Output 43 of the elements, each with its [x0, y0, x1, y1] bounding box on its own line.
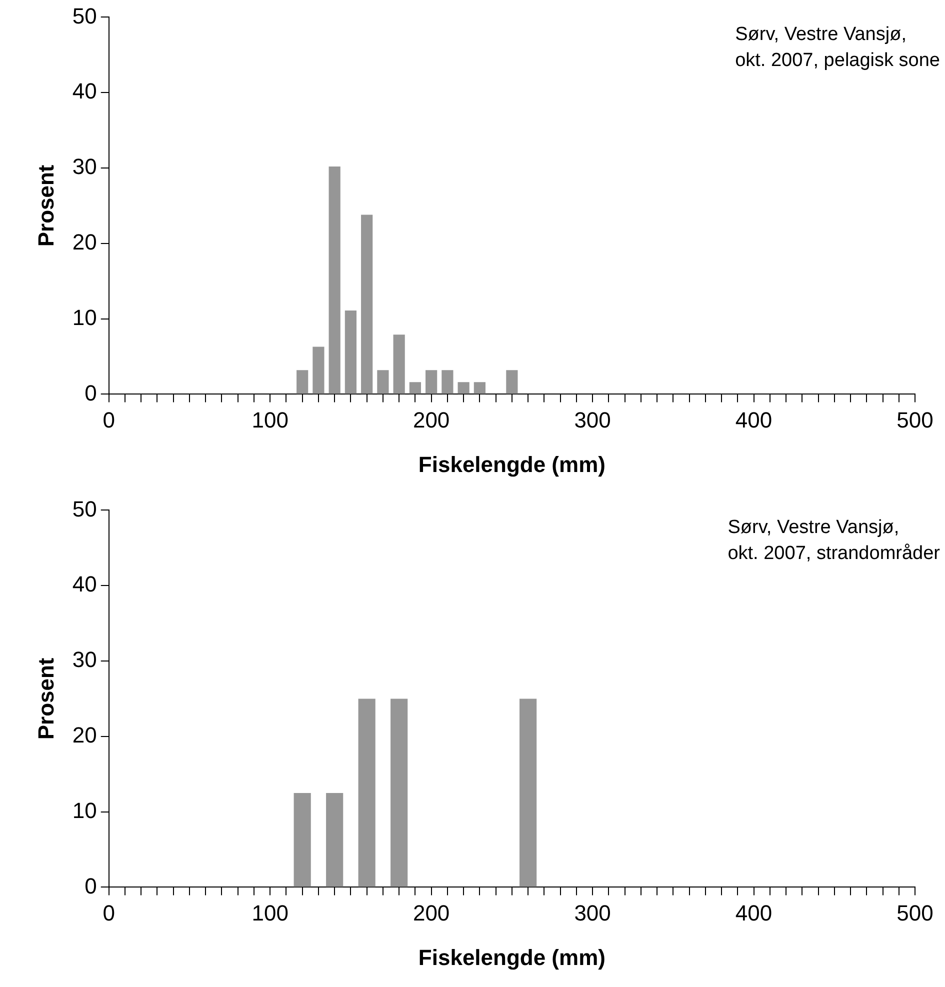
y-tick-label: 10 [72, 304, 97, 330]
x-tick-label: 100 [252, 407, 288, 432]
bar [506, 370, 518, 394]
y-tick-label: 30 [72, 154, 97, 180]
y-tick-label: 0 [84, 380, 97, 406]
bar [344, 310, 357, 394]
bar [409, 382, 422, 394]
x-axis-title: Fiskelengde (mm) [418, 944, 606, 970]
y-tick-label: 40 [72, 78, 97, 104]
y-axis-title: Prosent [33, 164, 58, 247]
x-tick-label: 400 [735, 407, 772, 432]
y-tick-label: 50 [72, 3, 97, 28]
x-tick-label: 100 [252, 900, 288, 926]
x-axis-title: Fiskelengde (mm) [418, 452, 606, 477]
y-tick-label: 30 [72, 647, 97, 672]
bar [328, 166, 340, 394]
x-tick-label: 0 [102, 407, 115, 432]
y-tick-label: 20 [72, 229, 97, 254]
x-tick-label: 300 [574, 900, 611, 926]
annotation: Sørv, Vestre Vansjø, okt. 2007, strandområder [728, 516, 941, 564]
bar [474, 382, 486, 394]
x-tick-label: 300 [574, 407, 611, 432]
x-tick-label: 400 [735, 900, 772, 926]
bar [458, 382, 470, 394]
x-tick-label: 500 [896, 407, 934, 432]
y-tick-label: 40 [72, 572, 97, 597]
x-tick-label: 500 [896, 900, 934, 926]
x-tick-label: 200 [412, 407, 450, 432]
bar [312, 346, 324, 394]
bar [361, 214, 373, 394]
bar [426, 370, 438, 394]
x-tick-label: 0 [102, 900, 115, 926]
bar [377, 370, 389, 394]
bar [442, 370, 454, 394]
bar [296, 370, 308, 394]
bar [393, 334, 405, 394]
y-tick-label: 20 [72, 722, 97, 748]
y-tick-label: 0 [84, 873, 97, 898]
x-tick-label: 200 [412, 900, 450, 926]
annotation: Sørv, Vestre Vansjø, okt. 2007, pelagisk sone [735, 24, 940, 71]
y-tick-label: 50 [72, 496, 97, 522]
y-tick-label: 10 [72, 798, 97, 823]
y-axis-title: Prosent [33, 657, 58, 740]
